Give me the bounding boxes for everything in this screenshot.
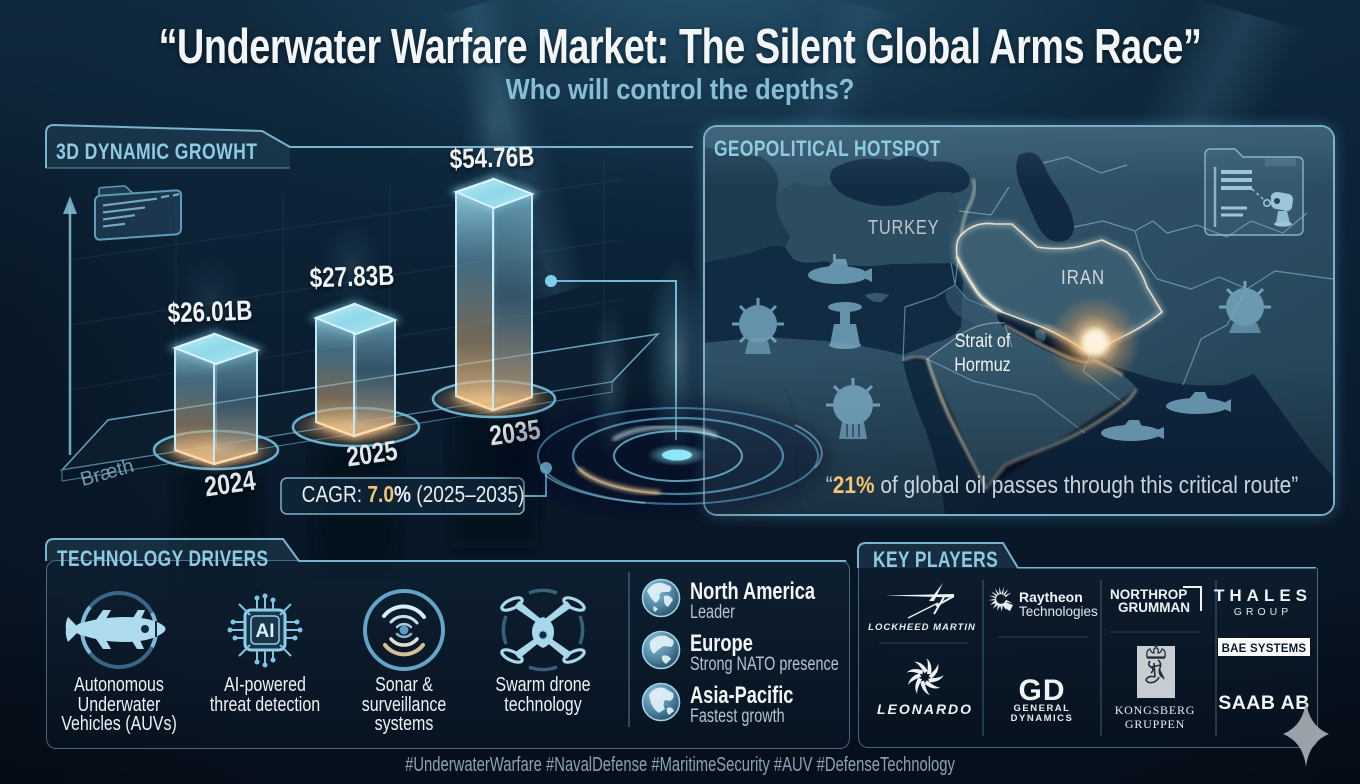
- svg-text:AI: AI: [256, 621, 275, 642]
- svg-text:LEONARDO: LEONARDO: [877, 701, 973, 717]
- svg-text:SAAB AB: SAAB AB: [1218, 692, 1310, 714]
- svg-text:Technologies: Technologies: [1019, 604, 1098, 619]
- svg-text:KONGSBERG: KONGSBERG: [1115, 703, 1196, 717]
- svg-text:GENERAL: GENERAL: [1014, 703, 1071, 714]
- svg-text:NORTHROP: NORTHROP: [1110, 587, 1187, 602]
- svg-text:LOCKHEED MARTIN: LOCKHEED MARTIN: [868, 622, 976, 633]
- svg-text:Raytheon: Raytheon: [1019, 589, 1083, 605]
- svg-text:BAE SYSTEMS: BAE SYSTEMS: [1222, 643, 1307, 655]
- svg-text:GROUP: GROUP: [1234, 606, 1293, 618]
- svg-text:THALES: THALES: [1214, 586, 1312, 605]
- svg-text:DYNAMICS: DYNAMICS: [1011, 713, 1074, 724]
- svg-text:GD: GD: [1019, 674, 1066, 707]
- svg-text:GRUPPEN: GRUPPEN: [1125, 717, 1185, 731]
- svg-text:GRUMMAN: GRUMMAN: [1118, 600, 1190, 615]
